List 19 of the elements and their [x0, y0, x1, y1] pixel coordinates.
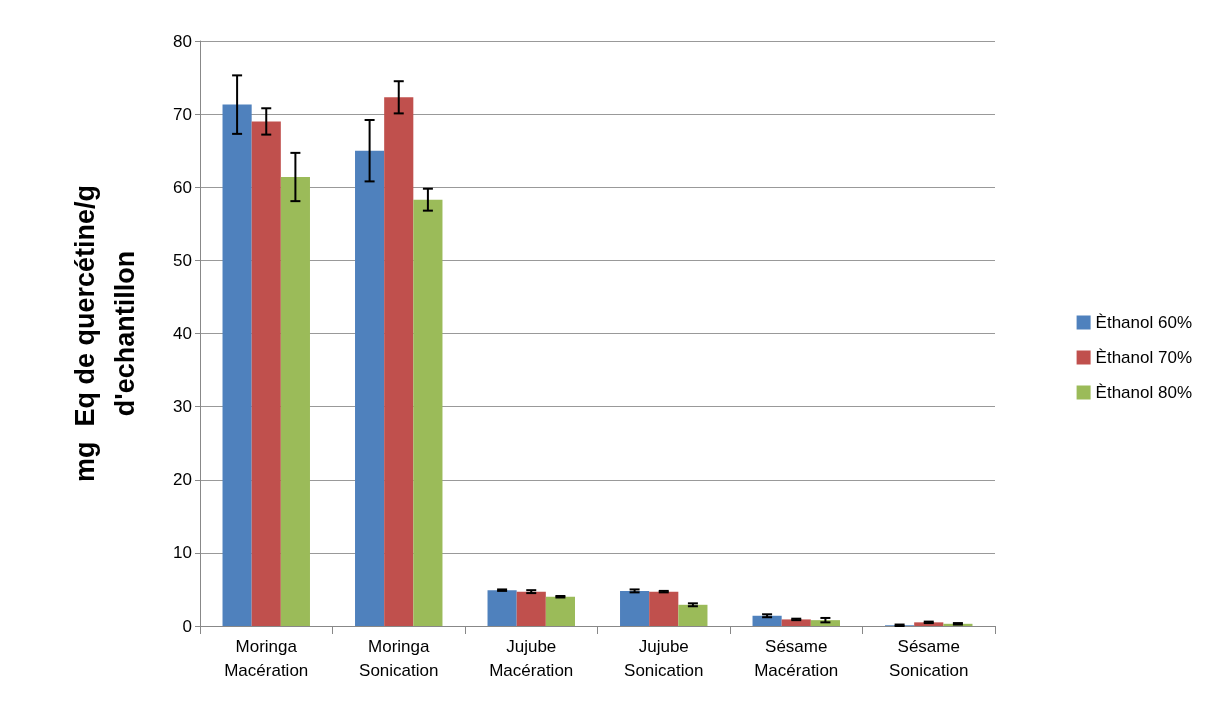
y-tick-label: 30 [173, 397, 192, 417]
y-axis-title: mg Eq de quercétine/g d'echantillon [70, 184, 140, 483]
x-tick-label: Moringa Macération [224, 636, 309, 680]
x-tick-label: Jujube Macération [489, 636, 574, 680]
y-tick-label: 10 [173, 543, 192, 563]
x-tick-label: Jujube Sonication [624, 636, 704, 680]
y-tick-label: 50 [173, 250, 192, 270]
y-tick-label: 60 [173, 177, 192, 197]
y-tick-label: 70 [173, 104, 192, 124]
y-tick-label: 40 [173, 324, 192, 343]
x-tick-label: Sésame Macération [754, 636, 839, 680]
y-tick-label: 80 [173, 31, 192, 51]
legend-label: Èthanol 60% [1095, 313, 1192, 332]
y-tick-label: 20 [173, 470, 192, 490]
legend-label: Èthanol 80% [1095, 383, 1192, 402]
legend-label: Èthanol 70% [1095, 348, 1192, 367]
x-tick-label: Sésame Sonication [889, 636, 969, 680]
y-tick-label: 0 [182, 616, 192, 636]
x-tick-label: Moringa Sonication [359, 636, 439, 680]
